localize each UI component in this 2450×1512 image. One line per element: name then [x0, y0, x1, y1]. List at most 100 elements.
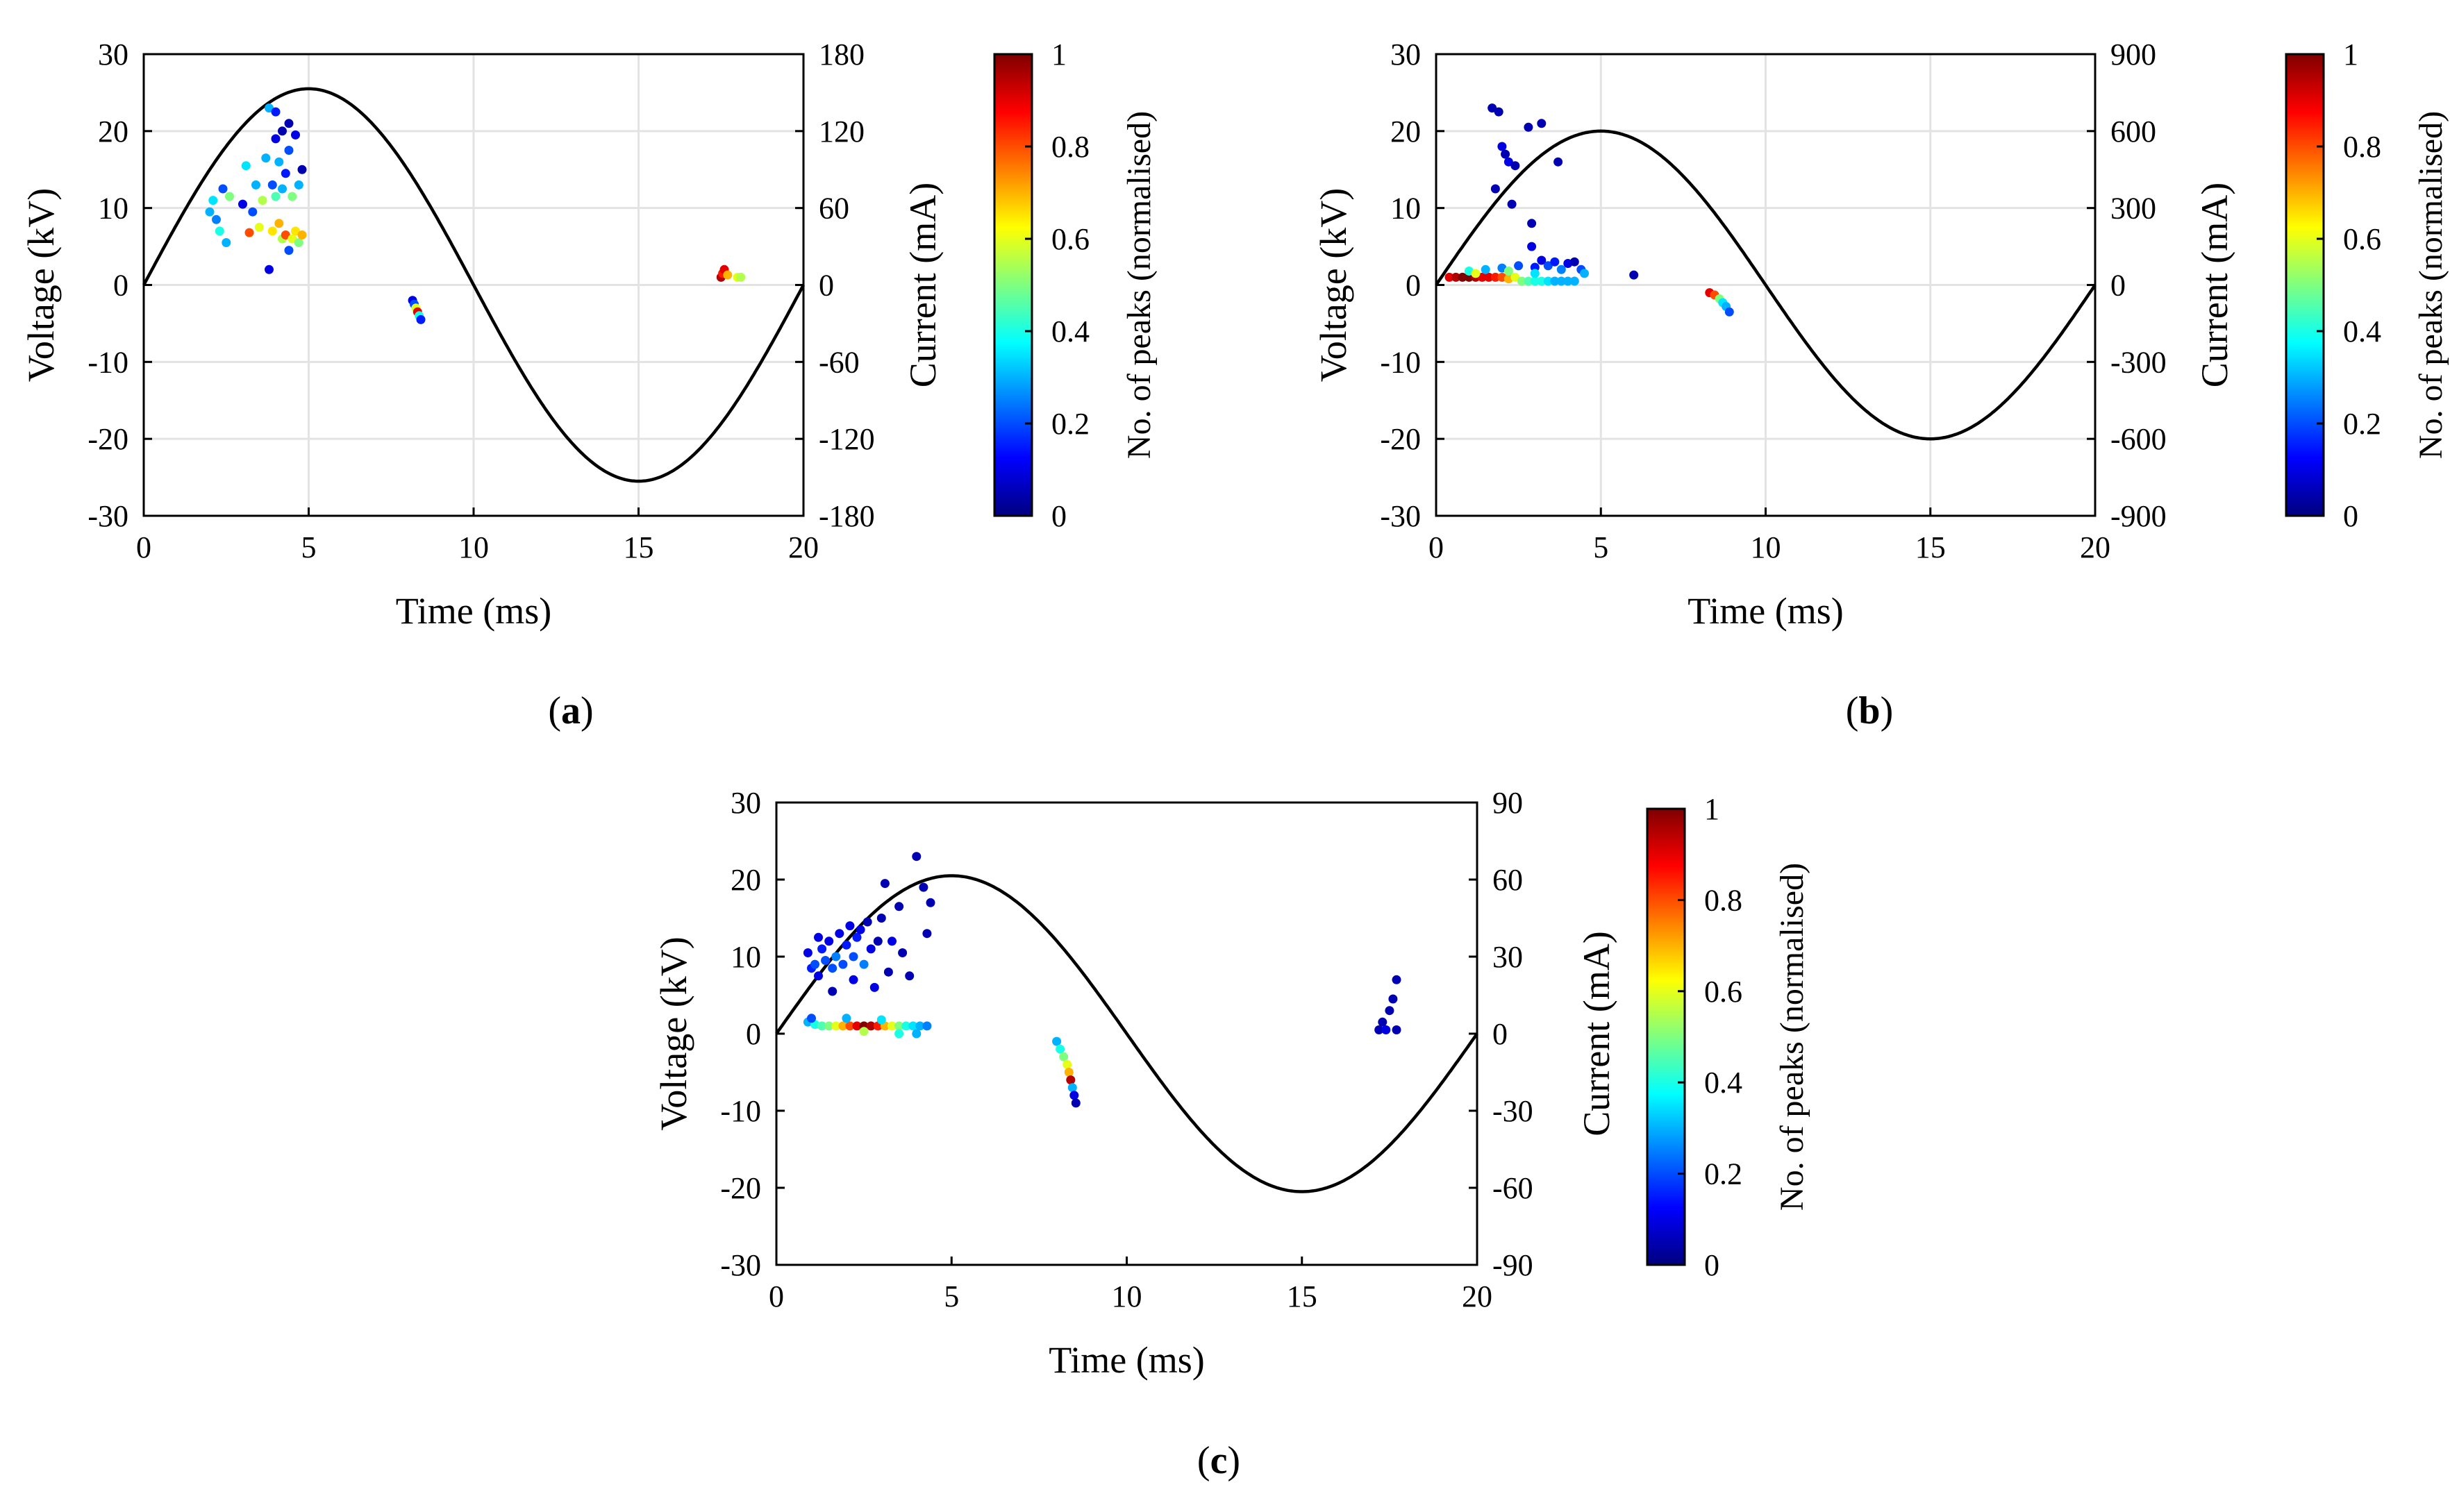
y2-tick-label: -30 — [1492, 1094, 1533, 1128]
scatter-point — [859, 959, 869, 969]
scatter-point — [1481, 264, 1490, 274]
scatter-point — [248, 207, 258, 217]
colorbar-tick-label: 0.4 — [2343, 314, 2381, 348]
y2-tick-label: -900 — [2110, 499, 2167, 533]
scatter-point — [803, 948, 812, 957]
scatter-point — [297, 230, 307, 240]
scatter-point — [919, 882, 928, 892]
scatter-point — [1537, 119, 1547, 128]
colorbar-tick-label: 0.2 — [2343, 407, 2381, 441]
scatter-point — [1527, 242, 1537, 251]
y-tick-label: -20 — [720, 1171, 761, 1205]
y2-tick-label: 900 — [2110, 37, 2156, 72]
scatter-point — [1503, 267, 1513, 276]
y-tick-label: 30 — [731, 786, 761, 820]
x-tick-label: 20 — [2080, 530, 2110, 564]
scatter-point — [1464, 272, 1474, 282]
scatter-point — [845, 921, 855, 931]
y-tick-label: 0 — [1406, 269, 1421, 303]
scatter-point — [1062, 1059, 1072, 1069]
scatter-point — [873, 936, 883, 946]
scatter-point — [1066, 1075, 1076, 1085]
x-tick-label: 5 — [301, 530, 317, 564]
scatter-point — [416, 314, 426, 324]
scatter-point — [1451, 272, 1460, 282]
y-tick-label: 30 — [98, 37, 128, 72]
scatter-point — [265, 103, 274, 113]
y-tick-label: 20 — [98, 115, 128, 149]
scatter-point — [849, 952, 858, 961]
scatter-point — [838, 959, 848, 969]
scatter-point — [1724, 307, 1734, 317]
scatter-point — [1569, 276, 1579, 286]
colorbar-tick-label: 0.6 — [1704, 975, 1742, 1009]
scatter-point — [1494, 107, 1503, 117]
scatter-point — [1067, 1083, 1077, 1093]
scatter-point — [926, 898, 935, 907]
scatter-point — [278, 184, 287, 194]
y2-axis-label: Current (mA) — [902, 183, 944, 387]
scatter-point — [835, 929, 844, 939]
panel-a: 0 5 10 15 203020100-10-20-30180120600-60-120… — [20, 37, 1158, 732]
scatter-point — [866, 944, 876, 954]
scatter-point — [905, 971, 915, 981]
scatter-point — [222, 238, 231, 247]
scatter-point — [244, 228, 254, 237]
scatter-point — [278, 126, 287, 136]
scatter-point — [856, 925, 865, 934]
scatter-point — [1556, 276, 1566, 286]
colorbar-tick-label: 0.6 — [2343, 222, 2381, 256]
x-axis-label: Time (ms) — [396, 590, 552, 632]
y-axis-label: Voltage (kV) — [653, 936, 694, 1130]
scatter-point — [922, 1021, 932, 1031]
scatter-point — [1527, 219, 1537, 228]
x-tick-label: 10 — [1751, 530, 1781, 564]
scatter-point — [842, 940, 851, 950]
scatter-point — [1071, 1098, 1081, 1108]
x-tick-label: 5 — [1593, 530, 1608, 564]
colorbar-tick-label: 0.2 — [1704, 1157, 1742, 1191]
colorbar-tick-label: 0.2 — [1051, 407, 1090, 441]
scatter-point — [1458, 272, 1467, 282]
scatter-point — [288, 234, 297, 244]
y-tick-label: 30 — [1390, 37, 1421, 72]
scatter-point — [291, 130, 300, 140]
panel-caption: (c) — [1197, 1439, 1240, 1482]
y-tick-label: 10 — [731, 940, 761, 974]
y2-axis-label: Current (mA) — [1576, 931, 1617, 1136]
scatter-point — [297, 165, 307, 174]
panel-caption: (b) — [1846, 689, 1893, 732]
scatter-point — [908, 1021, 918, 1031]
scatter-point — [901, 1021, 911, 1031]
y2-tick-label: -60 — [819, 345, 860, 379]
scatter-point — [810, 959, 819, 969]
scatter-point — [1064, 1068, 1074, 1077]
scatter-point — [1056, 1044, 1065, 1054]
scatter-point — [241, 161, 251, 171]
scatter-point — [1488, 103, 1497, 113]
scatter-point — [852, 932, 862, 942]
scatter-point — [254, 222, 264, 232]
colorbar-tick-label: 0.4 — [1704, 1066, 1742, 1100]
x-tick-label: 10 — [1112, 1279, 1142, 1313]
scatter-point — [281, 230, 290, 240]
y2-tick-label: -60 — [1492, 1171, 1533, 1205]
y2-tick-label: 600 — [2110, 115, 2156, 149]
scatter-point — [1543, 276, 1553, 286]
scatter-point — [912, 852, 922, 862]
scatter-point — [1374, 1025, 1384, 1034]
y-tick-label: -20 — [1380, 422, 1421, 456]
scatter-point — [218, 184, 228, 194]
y2-tick-label: -300 — [2110, 345, 2167, 379]
colorbar — [993, 53, 1033, 517]
scatter-point — [814, 971, 823, 981]
scatter-point — [1553, 157, 1563, 167]
scatter-point — [1507, 199, 1517, 209]
scatter-point — [852, 1021, 862, 1031]
scatter-point — [205, 207, 215, 217]
colorbar-tick-label: 0.4 — [1051, 314, 1090, 348]
colorbar-label: No. of peaks (normalised) — [1774, 863, 1810, 1211]
scatter-point — [1388, 994, 1398, 1004]
voltage-waveform-line — [142, 87, 805, 483]
scatter-point — [1392, 1025, 1401, 1034]
